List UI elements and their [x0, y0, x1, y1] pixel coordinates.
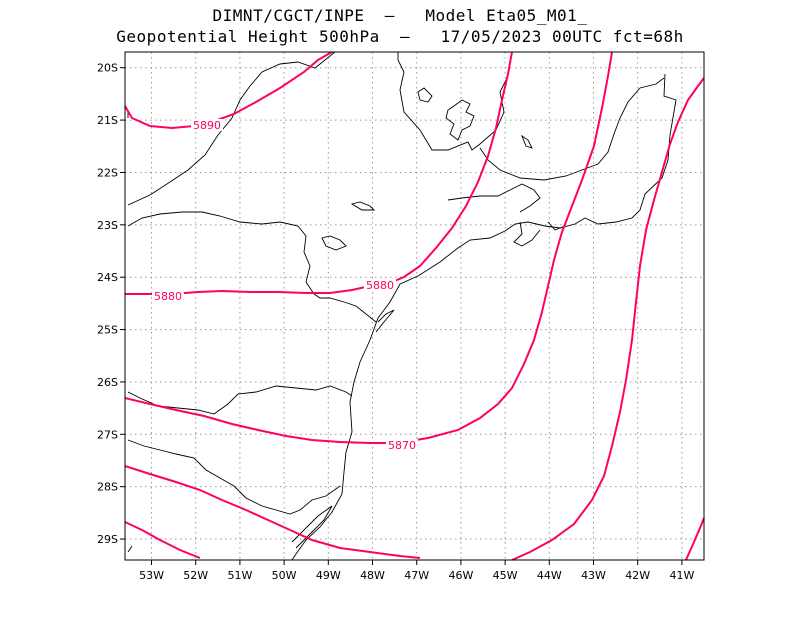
axis-ticks: 53W 52W 51W 50W 49W 48W 47W 46W 45W 44W 43W 42W 41W 2…: [97, 62, 694, 582]
coastline: [291, 73, 677, 561]
title-line-1: DIMNT/CGCT/INPE – Model Eta05_M01_: [212, 6, 588, 25]
contour-labels: 5890 5880 5880 5870: [152, 119, 418, 452]
border-line: [127, 439, 341, 515]
border-line: [447, 183, 541, 213]
x-tick-label: 46W: [448, 569, 473, 582]
x-tick-label: 42W: [625, 569, 650, 582]
y-tick-label: 22S: [97, 166, 118, 179]
y-tick-label: 28S: [97, 481, 118, 494]
bay-outline: [513, 221, 566, 247]
border-line: [127, 385, 353, 415]
x-tick-label: 41W: [669, 569, 694, 582]
x-tick-label: 53W: [139, 569, 164, 582]
contour-5860-east: [511, 77, 705, 561]
contour-label-bg: [386, 439, 418, 451]
lagoon-outline: [291, 505, 333, 549]
x-tick-label: 51W: [227, 569, 252, 582]
border-line: [397, 52, 507, 151]
lake-outline: [321, 235, 347, 251]
lake-outline: [417, 87, 433, 103]
y-tick-label: 24S: [97, 271, 118, 284]
contour-5890-west: [124, 51, 333, 130]
contour-5870: [124, 51, 613, 444]
lake-outline: [445, 99, 475, 141]
x-tick-label: 49W: [316, 569, 341, 582]
contour-label-bg: [191, 119, 223, 131]
contour-label: 5890: [193, 119, 221, 132]
x-tick-label: 45W: [493, 569, 518, 582]
border-line: [127, 545, 133, 553]
contour-5850: [124, 521, 201, 559]
y-tick-label: 29S: [97, 533, 118, 546]
x-tick-label: 48W: [360, 569, 385, 582]
y-tick-label: 25S: [97, 324, 118, 337]
contour-label-bg: [364, 279, 396, 291]
bay-outline: [375, 309, 395, 333]
x-tick-label: 43W: [581, 569, 606, 582]
contour-5860: [124, 465, 421, 559]
map-frame: [124, 51, 705, 561]
lake-outline: [521, 134, 533, 149]
contour-label: 5880: [366, 279, 394, 292]
y-tick-label: 20S: [97, 62, 118, 75]
x-tick-label: 52W: [183, 569, 208, 582]
border-line: [479, 77, 665, 181]
contour-label: 5870: [388, 439, 416, 452]
contour-label-bg: [152, 290, 184, 302]
border-line: [127, 51, 336, 206]
title-line-2: Geopotential Height 500hPa – 17/05/2023 …: [116, 27, 684, 46]
lake-outline: [350, 201, 376, 211]
y-tick-label: 21S: [97, 114, 118, 127]
x-tick-label: 50W: [272, 569, 297, 582]
y-tick-label: 27S: [97, 428, 118, 441]
y-tick-label: 23S: [97, 219, 118, 232]
x-tick-label: 44W: [537, 569, 562, 582]
contour-5850-east: [685, 517, 705, 561]
y-tick-label: 26S: [97, 376, 118, 389]
contour-label: 5880: [154, 290, 182, 303]
border-line: [127, 211, 377, 323]
x-tick-label: 47W: [404, 569, 429, 582]
